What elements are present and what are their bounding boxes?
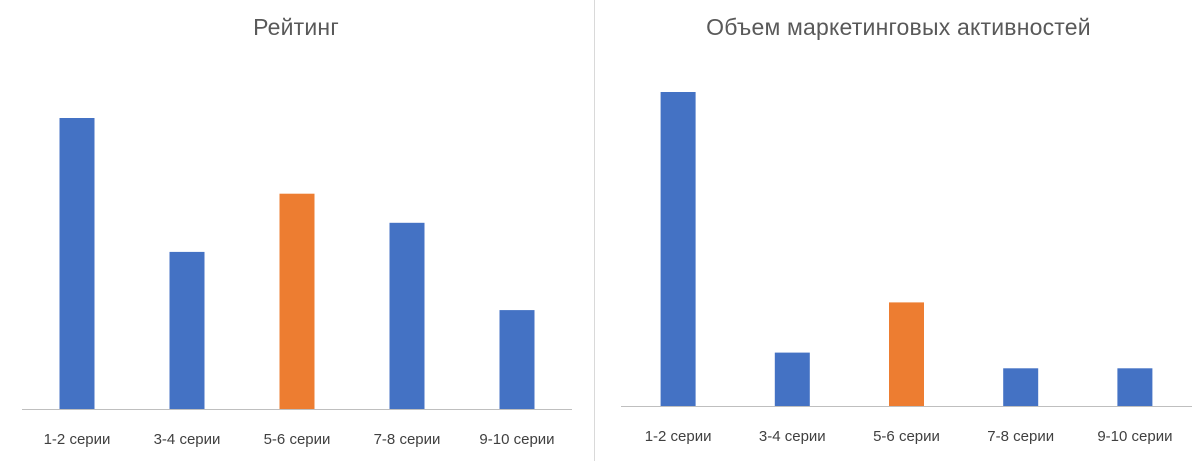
- chart-title: Объем маркетинговых активностей: [706, 14, 1091, 40]
- marketing-plot-area: 1-2 серии 3-4 серии 5-6 серии 7-8 серии 9-10…: [621, 92, 1192, 445]
- x-tick-label: 5-6 серии: [873, 428, 940, 445]
- bar-5: [499, 310, 535, 409]
- x-tick-label: 9-10 серии: [479, 431, 554, 448]
- bar-4: [1003, 368, 1039, 406]
- bar-2: [169, 251, 205, 409]
- bar-4: [389, 222, 425, 409]
- x-tick-label: 1-2 серии: [44, 431, 111, 448]
- chart-title: Рейтинг: [253, 14, 339, 40]
- x-tick-label: 7-8 серии: [987, 428, 1054, 445]
- x-tick-label: 1-2 серии: [645, 428, 712, 445]
- bar-2: [774, 352, 810, 406]
- bar-1: [59, 118, 95, 409]
- x-tick-label: 9-10 серии: [1097, 428, 1172, 445]
- bar-5: [1117, 368, 1153, 406]
- rating-chart: Рейтинг 1-2 серии 3-4 серии 5-6 серии 7-8 с…: [0, 0, 592, 461]
- rating-plot-area: 1-2 серии 3-4 серии 5-6 серии 7-8 серии 9-10…: [22, 118, 572, 448]
- x-tick-label: 7-8 серии: [374, 431, 441, 448]
- x-tick-label: 3-4 серии: [154, 431, 221, 448]
- bar-1: [660, 92, 696, 406]
- marketing-volume-chart: Объем маркетинговых активностей 1-2 сери…: [597, 0, 1200, 461]
- bar-3: [279, 193, 315, 409]
- x-tick-label: 3-4 серии: [759, 428, 826, 445]
- bar-3: [889, 302, 924, 406]
- chart-divider: [594, 0, 595, 461]
- x-tick-label: 5-6 серии: [264, 431, 331, 448]
